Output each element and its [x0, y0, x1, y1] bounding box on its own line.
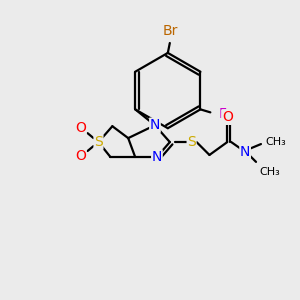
Text: F: F	[218, 107, 226, 121]
Text: O: O	[222, 110, 233, 124]
Text: N: N	[152, 150, 162, 164]
Text: CH₃: CH₃	[259, 167, 280, 177]
Text: S: S	[187, 135, 196, 149]
Text: S: S	[94, 135, 103, 149]
Text: N: N	[150, 118, 160, 132]
Text: Br: Br	[162, 24, 178, 38]
Text: CH₃: CH₃	[265, 137, 286, 147]
Text: N: N	[240, 145, 250, 159]
Text: O: O	[75, 149, 86, 163]
Text: O: O	[75, 121, 86, 135]
